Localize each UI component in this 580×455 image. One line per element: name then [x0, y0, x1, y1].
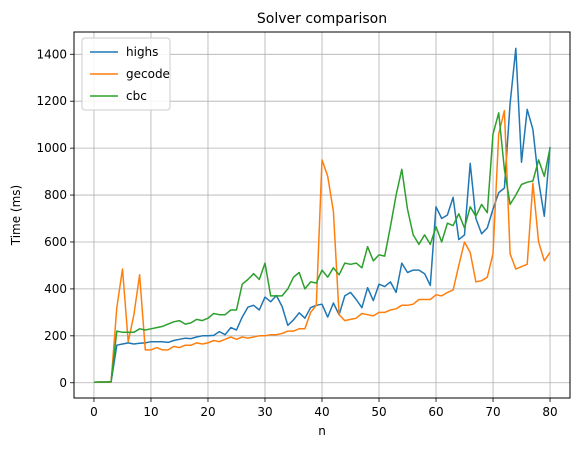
chart-title: Solver comparison: [257, 11, 387, 27]
y-tick-label: 400: [44, 282, 67, 296]
y-tick-label: 200: [44, 329, 67, 343]
y-tick-label: 1000: [36, 141, 67, 155]
y-tick-label: 800: [44, 188, 67, 202]
x-tick-label: 0: [90, 405, 98, 419]
series-line-highs: [93, 47, 551, 384]
y-tick-label: 1200: [36, 94, 67, 108]
y-axis-ticks: 0 200 400 600 800 1000 1200 1400: [36, 47, 74, 390]
legend-label-gecode: gecode: [126, 67, 170, 81]
x-axis-ticks: 0 10 20 30 40 50 60 70 80: [90, 398, 558, 419]
x-tick-label: 20: [200, 405, 215, 419]
y-axis-label: Time (ms): [9, 185, 23, 247]
y-tick-label: 0: [59, 376, 67, 390]
legend: highs gecode cbc: [81, 37, 171, 111]
series-lines: [93, 47, 551, 384]
x-tick-label: 30: [257, 405, 272, 419]
y-tick-label: 1400: [36, 47, 67, 61]
series-line-gecode: [93, 109, 551, 384]
x-axis-label: n: [318, 424, 326, 438]
x-tick-label: 50: [371, 405, 386, 419]
legend-box: [81, 37, 171, 111]
series-line-cbc: [93, 112, 551, 384]
grid: [74, 32, 570, 398]
x-tick-label: 10: [143, 405, 158, 419]
y-tick-label: 600: [44, 235, 67, 249]
x-tick-label: 40: [314, 405, 329, 419]
x-tick-label: 80: [542, 405, 557, 419]
legend-label-cbc: cbc: [126, 89, 147, 103]
x-tick-label: 60: [428, 405, 443, 419]
legend-label-highs: highs: [126, 45, 158, 59]
x-tick-label: 70: [485, 405, 500, 419]
